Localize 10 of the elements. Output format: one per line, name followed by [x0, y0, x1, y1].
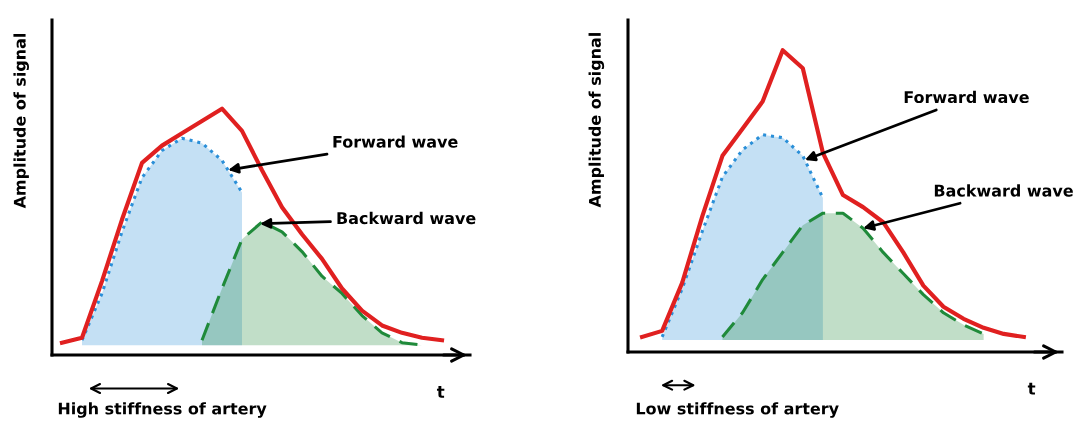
x-axis-title: t [1027, 382, 1036, 395]
text: Backward wave [934, 184, 1073, 197]
text: Forward wave [904, 90, 1029, 104]
text: High stiffness of artery [58, 402, 267, 418]
text: Backward wave [337, 211, 476, 225]
x-axis-title: t [436, 386, 445, 398]
y-axis-title: Amplitude of signal [588, 33, 605, 208]
y-axis-title: Amplitude of signal [13, 33, 30, 209]
text: Forward wave [333, 135, 458, 148]
text: Low stiffness of artery [636, 402, 839, 418]
